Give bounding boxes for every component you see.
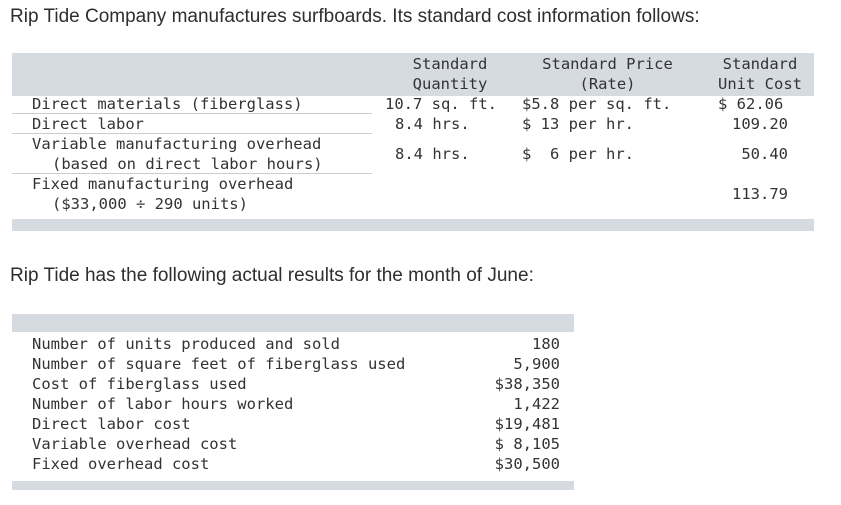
row-label-variable-overhead-basis: (based on direct labor hours) (52, 155, 323, 173)
row-divider (12, 133, 372, 134)
table-footer-band (12, 481, 574, 490)
actual-label-labor-cost: Direct labor cost (32, 415, 191, 433)
actual-results-heading: Rip Tide has the following actual result… (10, 265, 534, 286)
table-footer-band (12, 219, 814, 231)
actual-label-variable-overhead: Variable overhead cost (32, 435, 238, 453)
row-label-direct-materials: Direct materials (fiberglass) (32, 95, 303, 113)
row-unit-variable-overhead: 50.40 (741, 145, 788, 163)
row-price-direct-labor: $ 13 per hr. (522, 115, 634, 133)
actual-label-sq-ft: Number of square feet of fiberglass used (32, 355, 406, 373)
actual-value-variable-overhead: $ 8,105 (494, 435, 560, 453)
actual-value-fiberglass-cost: $38,350 (494, 375, 560, 393)
row-price-direct-materials: $5.8 per sq. ft. (522, 95, 672, 113)
actual-value-fixed-overhead: $30,500 (494, 455, 560, 473)
row-label-direct-labor: Direct labor (32, 115, 144, 133)
header-standard-price-line2: (Rate) (579, 75, 636, 93)
actual-value-labor-hours: 1,422 (513, 395, 560, 413)
table-header-band (12, 53, 814, 96)
row-divider (12, 113, 372, 114)
header-standard-unit-cost-line1: Standard (722, 55, 798, 73)
actual-label-fixed-overhead: Fixed overhead cost (32, 455, 210, 473)
intro-text: Rip Tide Company manufactures surfboards… (10, 6, 700, 27)
actual-value-labor-cost: $19,481 (494, 415, 560, 433)
header-standard-quantity-line2: Quantity (412, 75, 488, 93)
table-header-band (12, 314, 574, 332)
row-label-variable-overhead: Variable manufacturing overhead (32, 135, 322, 153)
row-unit-fixed-overhead: 113.79 (732, 185, 788, 203)
row-unit-direct-labor: 109.20 (732, 115, 788, 133)
row-divider (12, 173, 372, 174)
row-qty-direct-materials: 10.7 sq. ft. (385, 95, 497, 113)
row-unit-direct-materials: $ 62.06 (718, 95, 784, 113)
header-standard-unit-cost-line2: Unit Cost (718, 75, 802, 93)
actual-label-fiberglass-cost: Cost of fiberglass used (32, 375, 247, 393)
header-standard-quantity-line1: Standard (412, 55, 488, 73)
actual-value-units: 180 (532, 335, 560, 353)
row-qty-variable-overhead: 8.4 hrs. (395, 145, 470, 163)
row-label-fixed-overhead: Fixed manufacturing overhead (32, 175, 294, 193)
actual-value-sq-ft: 5,900 (513, 355, 560, 373)
row-label-fixed-overhead-basis: ($33,000 ÷ 290 units) (52, 195, 248, 213)
actual-label-units: Number of units produced and sold (32, 335, 340, 353)
row-qty-direct-labor: 8.4 hrs. (395, 115, 470, 133)
header-standard-price-line1: Standard Price (542, 55, 673, 73)
actual-label-labor-hours: Number of labor hours worked (32, 395, 294, 413)
row-price-variable-overhead: $ 6 per hr. (522, 145, 634, 163)
